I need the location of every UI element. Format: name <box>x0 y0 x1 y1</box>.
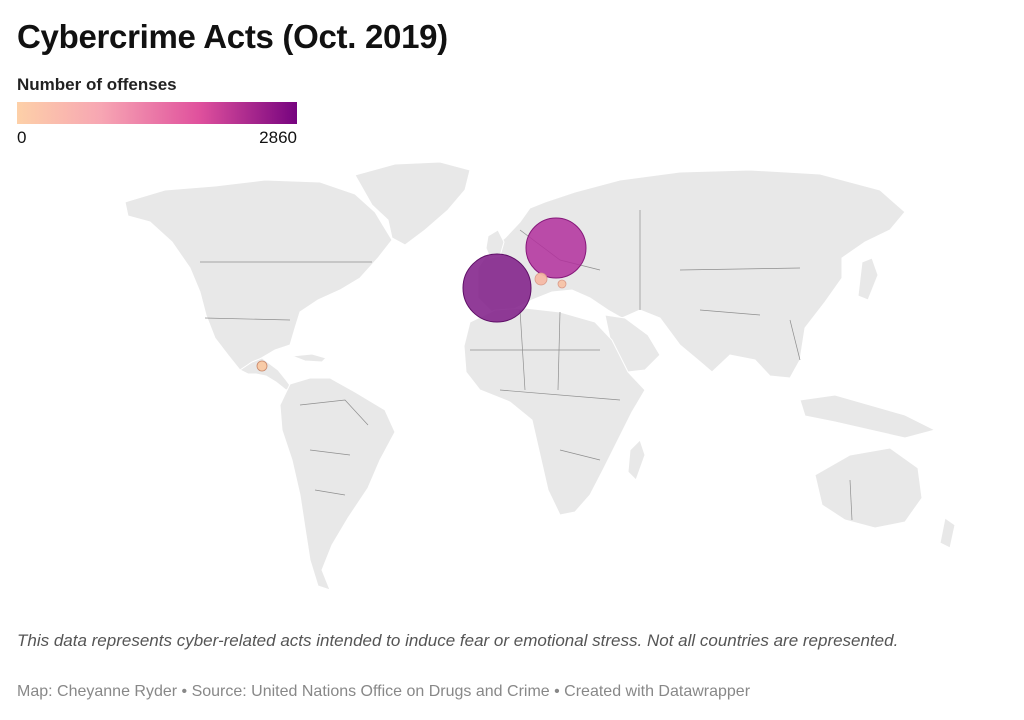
legend-max-label: 2860 <box>259 128 297 147</box>
world-map[interactable] <box>0 150 1024 610</box>
north-america <box>124 179 393 373</box>
chart-byline: Map: Cheyanne Ryder • Source: United Nat… <box>17 683 751 700</box>
legend-title: Number of offenses <box>17 75 177 94</box>
greenland <box>354 161 471 246</box>
marker-southern-france[interactable] <box>534 272 548 286</box>
offense-markers <box>256 217 587 372</box>
legend-scale-labels: 0 2860 <box>17 128 299 150</box>
madagascar <box>627 439 646 481</box>
south-america <box>279 377 396 591</box>
japan <box>857 257 879 301</box>
color-legend: Number of offenses 0 2860 <box>17 75 299 150</box>
world-map-svg <box>124 161 956 591</box>
marker-central-america[interactable] <box>256 360 268 372</box>
marker-spain[interactable] <box>462 253 532 323</box>
new-zealand <box>939 517 956 549</box>
caribbean <box>291 353 327 363</box>
africa <box>463 307 646 516</box>
southeast-asia-islands <box>799 394 937 439</box>
legend-gradient-bar <box>17 102 297 124</box>
marker-italy[interactable] <box>557 279 567 289</box>
chart-description: This data represents cyber-related acts … <box>17 631 899 650</box>
legend-min-label: 0 <box>17 128 27 147</box>
marker-central-europe[interactable] <box>525 217 587 279</box>
australia <box>814 447 923 529</box>
chart-title: Cybercrime Acts (Oct. 2019) <box>17 18 448 55</box>
